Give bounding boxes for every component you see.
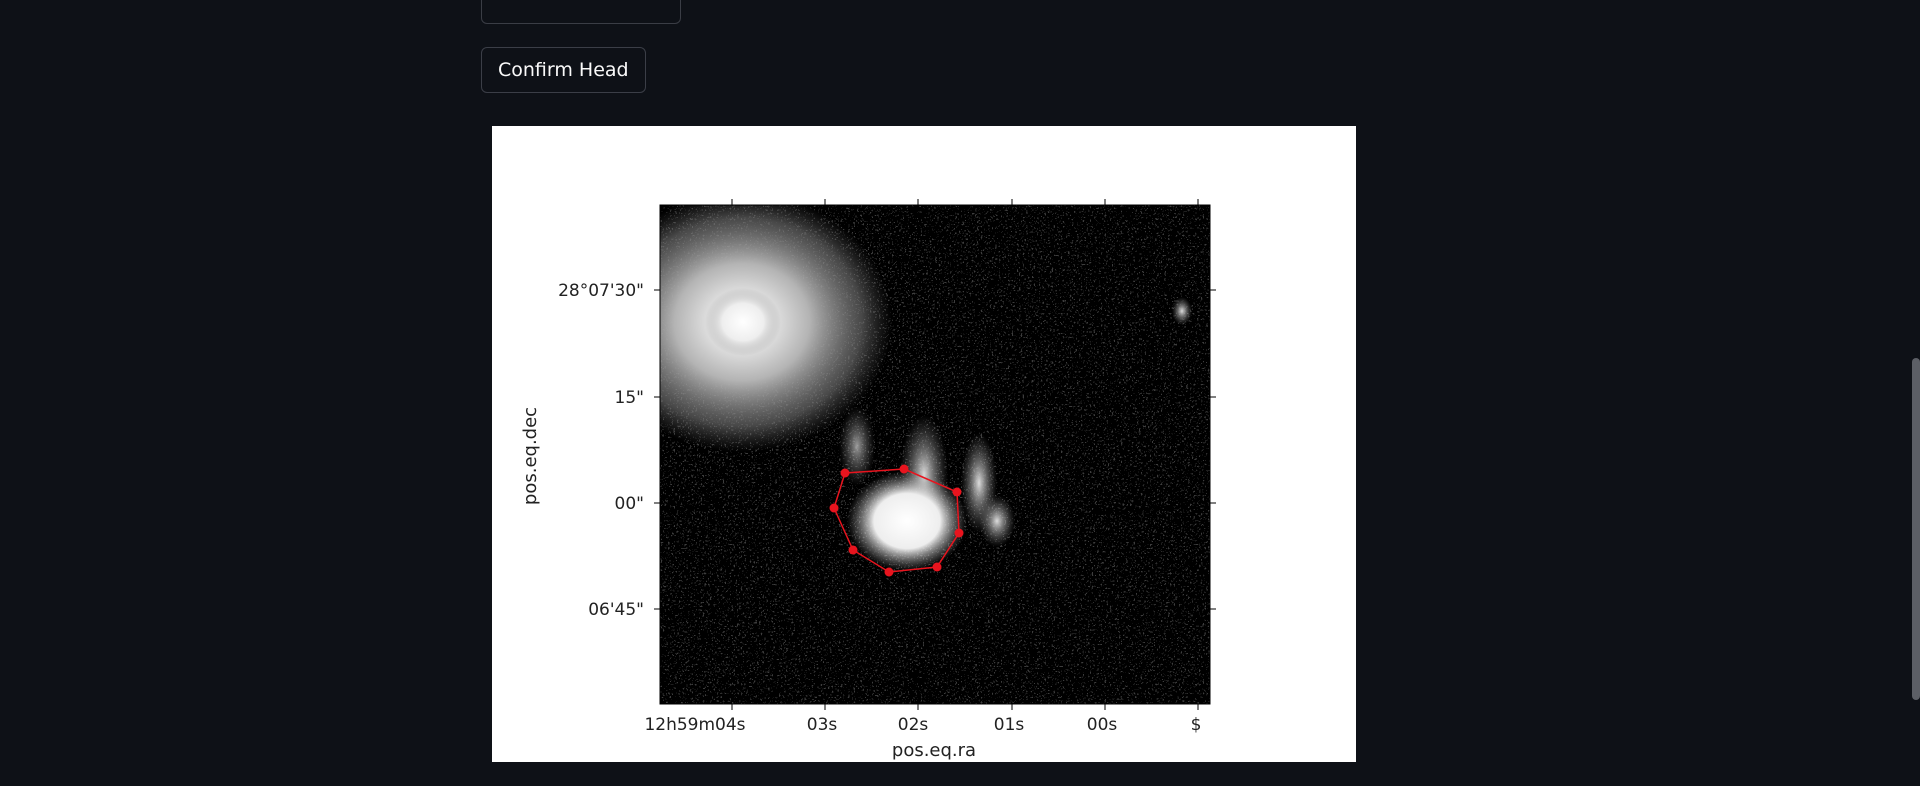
plot-svg: 28°07'30" 15" 00" 06'45" 12h59m04s 03s 0… — [520, 199, 1216, 761]
x-tick-label: 01s — [994, 715, 1025, 735]
y-tick-label: 06'45" — [588, 600, 644, 620]
wcs-image-plot: 28°07'30" 15" 00" 06'45" 12h59m04s 03s 0… — [492, 126, 1356, 762]
axis-ticks — [654, 199, 1216, 710]
previous-widget-box — [481, 0, 681, 24]
scrollbar-thumb[interactable] — [1912, 358, 1920, 700]
y-tick-label: 28°07'30" — [558, 281, 644, 301]
astronomical-image — [660, 205, 1210, 704]
head-region-polygon[interactable] — [829, 464, 964, 577]
x-tick-label: 03s — [807, 715, 838, 735]
y-tick-label: 00" — [615, 494, 644, 514]
y-tick-label: 15" — [615, 388, 644, 408]
polygon-vertices[interactable] — [829, 464, 964, 577]
x-axis-label: pos.eq.ra — [892, 740, 976, 761]
x-tick-label: 02s — [898, 715, 929, 735]
x-tick-label: 12h59m04s — [644, 715, 745, 735]
y-axis-label: pos.eq.dec — [520, 407, 541, 505]
page-scrollbar[interactable] — [1910, 0, 1920, 786]
confirm-head-button[interactable]: Confirm Head — [481, 47, 646, 93]
x-tick-label: 00s — [1087, 715, 1118, 735]
axes-frame — [659, 204, 1211, 705]
x-tick-label: $ — [1191, 715, 1202, 735]
